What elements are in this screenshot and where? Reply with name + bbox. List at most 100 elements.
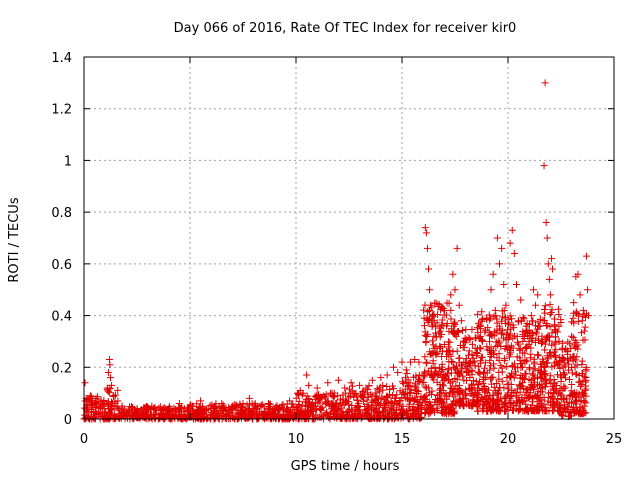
- data-point: [582, 252, 590, 260]
- data-point: [481, 359, 489, 367]
- data-point: [493, 380, 501, 388]
- data-point: [579, 336, 587, 344]
- data-point: [302, 409, 310, 417]
- data-point: [175, 399, 183, 407]
- data-point: [539, 355, 547, 363]
- data-point: [466, 390, 474, 398]
- data-point: [542, 375, 550, 383]
- data-point: [377, 374, 385, 382]
- data-point: [427, 301, 435, 309]
- data-point: [570, 409, 578, 417]
- data-point: [436, 344, 444, 352]
- data-point: [506, 330, 514, 338]
- data-point: [466, 374, 474, 382]
- data-point: [582, 409, 590, 417]
- data-point: [532, 301, 540, 309]
- data-point: [493, 354, 501, 362]
- data-point: [468, 340, 476, 348]
- data-point: [133, 405, 141, 413]
- x-tick-label: 25: [606, 432, 623, 447]
- data-point: [111, 391, 119, 399]
- data-point: [114, 405, 122, 413]
- data-point: [123, 408, 131, 416]
- x-tick-label: 15: [394, 432, 411, 447]
- data-point: [472, 348, 480, 356]
- data-point: [383, 383, 391, 391]
- data-point: [578, 317, 586, 325]
- data-point: [522, 400, 530, 408]
- y-tick-label: 0.8: [51, 206, 72, 221]
- data-point: [580, 390, 588, 398]
- data-point: [222, 406, 230, 414]
- data-point: [433, 348, 441, 356]
- data-point: [83, 402, 91, 410]
- data-point: [571, 344, 579, 352]
- data-point: [383, 409, 391, 417]
- data-point: [577, 329, 585, 337]
- data-point: [346, 385, 354, 393]
- data-point: [305, 381, 313, 389]
- data-point: [561, 359, 569, 367]
- data-point: [547, 255, 555, 263]
- data-point: [422, 392, 430, 400]
- data-point: [517, 372, 525, 380]
- data-point: [505, 397, 513, 405]
- data-point: [245, 414, 253, 422]
- data-point: [486, 332, 494, 340]
- y-tick-label: 0.2: [51, 361, 72, 376]
- data-point: [497, 343, 505, 351]
- data-point: [540, 162, 548, 170]
- data-point: [165, 414, 173, 422]
- data-point: [504, 316, 512, 324]
- data-point: [543, 322, 551, 330]
- data-point: [437, 397, 445, 405]
- data-point: [483, 369, 491, 377]
- data-point: [437, 402, 445, 410]
- data-point: [528, 401, 536, 409]
- data-point: [370, 414, 378, 422]
- data-point: [193, 414, 201, 422]
- data-point: [186, 402, 194, 410]
- data-point: [504, 334, 512, 342]
- data-point: [536, 315, 544, 323]
- data-point: [487, 350, 495, 358]
- data-point: [428, 337, 436, 345]
- data-point: [478, 316, 486, 324]
- data-point: [468, 367, 476, 375]
- data-point: [526, 354, 534, 362]
- data-point: [383, 371, 391, 379]
- data-point: [537, 340, 545, 348]
- data-point: [322, 393, 330, 401]
- data-point: [420, 306, 428, 314]
- data-point: [561, 374, 569, 382]
- data-point: [440, 340, 448, 348]
- data-point: [495, 350, 503, 358]
- data-point: [450, 320, 458, 328]
- data-point: [451, 318, 459, 326]
- data-point: [466, 336, 474, 344]
- y-tick-label: 1.4: [51, 51, 72, 66]
- data-point: [279, 411, 287, 419]
- data-point: [421, 383, 429, 391]
- data-point: [494, 390, 502, 398]
- data-point: [489, 270, 497, 278]
- data-point: [510, 401, 518, 409]
- data-point: [306, 411, 314, 419]
- data-point: [441, 392, 449, 400]
- data-point: [352, 390, 360, 398]
- data-point: [579, 306, 587, 314]
- data-point: [582, 385, 590, 393]
- data-point: [363, 401, 371, 409]
- data-point: [505, 385, 513, 393]
- data-point: [582, 313, 590, 321]
- data-point: [540, 393, 548, 401]
- data-point: [463, 369, 471, 377]
- data-point: [409, 373, 417, 381]
- data-point: [554, 371, 562, 379]
- data-point: [487, 362, 495, 370]
- data-point: [473, 403, 481, 411]
- data-point: [550, 390, 558, 398]
- data-point: [525, 364, 533, 372]
- data-point: [412, 383, 420, 391]
- data-point: [515, 381, 523, 389]
